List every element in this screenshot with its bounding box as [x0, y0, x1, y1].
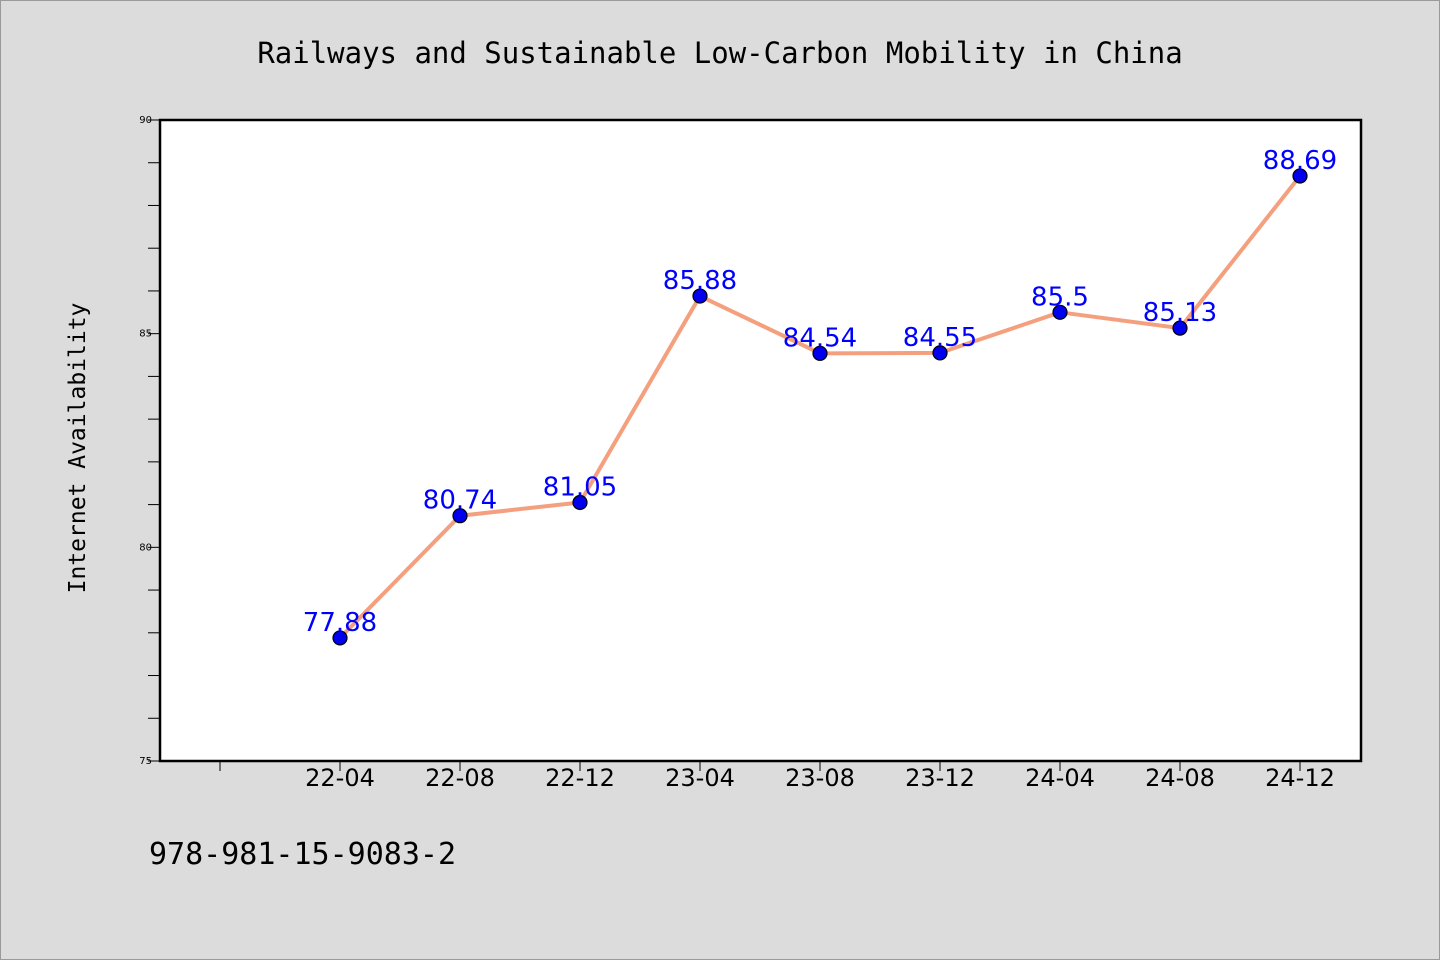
data-point [452, 508, 468, 524]
chart-title: Railways and Sustainable Low-Carbon Mobi… [257, 36, 1182, 70]
isbn-footer: 978-981-15-9083-2 [149, 837, 456, 872]
data-label: 77.88 [303, 608, 377, 638]
x-tick-label: 23-04 [665, 764, 735, 792]
data-point [1052, 304, 1068, 320]
x-tick-label: 22-08 [425, 764, 495, 792]
y-tick-label: 85 [139, 329, 152, 340]
x-tick-label: 24-08 [1145, 764, 1215, 792]
data-labels: 77.88 80.74 81.05 85.88 84.54 84.55 85.5 85.13 8… [303, 146, 1337, 638]
x-tick-label: 24-12 [1265, 764, 1335, 792]
data-point [812, 345, 828, 361]
y-tick-label: 75 [139, 756, 152, 767]
data-point [572, 494, 588, 511]
data-point [932, 345, 948, 361]
data-label: 88.69 [1263, 146, 1337, 176]
data-label: 84.54 [783, 323, 857, 353]
data-point [332, 630, 348, 646]
data-label: 85.88 [663, 266, 737, 296]
x-tick-label: 22-12 [545, 764, 615, 792]
data-point [692, 288, 708, 304]
data-label: 85.5 [1031, 282, 1089, 312]
data-point [1172, 320, 1188, 336]
x-tick-label: 23-12 [905, 764, 975, 792]
y-tick-label: 90 [139, 115, 152, 126]
y-tick-label: 80 [139, 542, 152, 553]
x-axis: 22-04 22-08 22-12 23-04 23-08 23-12 24-04 24-08… [219, 761, 1335, 792]
series-markers [332, 168, 1308, 646]
plot-area [158, 118, 1363, 763]
x-tick-label: 24-04 [1025, 764, 1095, 792]
y-axis-label: Internet Availability [65, 303, 91, 594]
data-point [1292, 168, 1308, 184]
x-tick-label: 22-04 [305, 764, 375, 792]
data-label: 81.05 [543, 472, 617, 502]
data-label: 80.74 [423, 486, 497, 516]
data-label: 84.55 [903, 323, 977, 353]
x-tick-label: 23-08 [785, 764, 855, 792]
data-label: 85.13 [1143, 298, 1217, 328]
y-axis: 75 80 85 90 [139, 115, 160, 767]
